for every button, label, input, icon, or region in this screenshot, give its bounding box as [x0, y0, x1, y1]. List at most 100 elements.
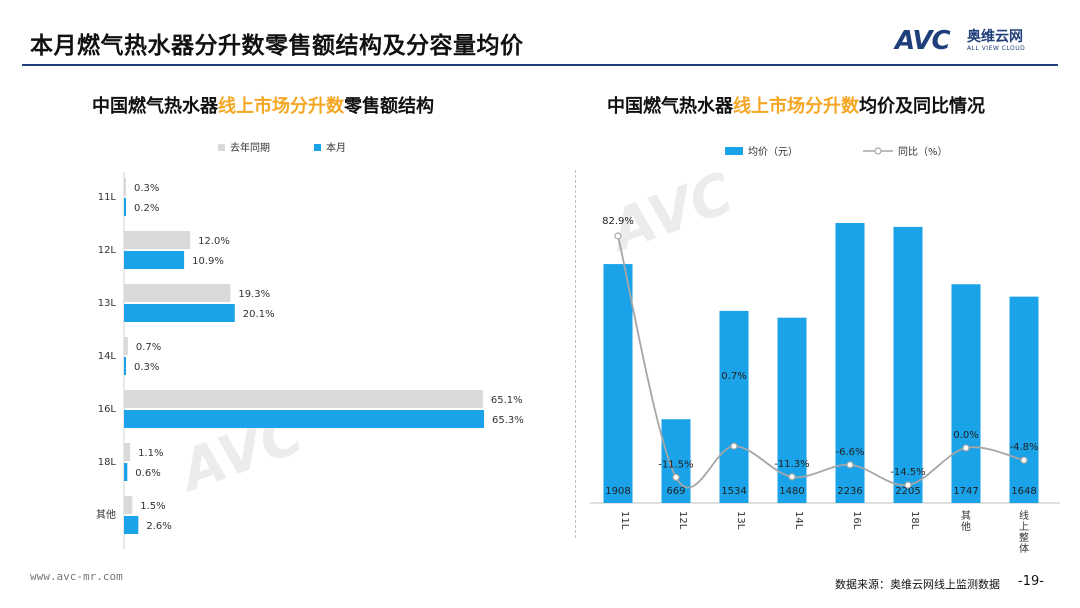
- yoy-value-label: 0.0%: [953, 430, 978, 441]
- yoy-value-label: -14.5%: [890, 467, 925, 478]
- page-title: 本月燃气热水器分升数零售额结构及分容量均价: [30, 33, 524, 59]
- data-label: 0.7%: [136, 342, 161, 353]
- right-title-pre: 中国燃气热水器: [607, 96, 733, 117]
- x-tick-label: 线上整体: [1019, 509, 1029, 555]
- yoy-value-label: 0.7%: [721, 371, 746, 382]
- yoy-marker: [730, 442, 738, 450]
- footer-source: 数据来源：奥维云网线上监测数据: [835, 578, 1000, 591]
- legend-label-last-year: 去年同期: [230, 141, 270, 154]
- bar-value-label: 1747: [953, 486, 978, 497]
- data-label: 1.1%: [138, 448, 163, 459]
- bar-last-year: [124, 178, 126, 196]
- data-label: 1.5%: [140, 501, 165, 512]
- y-tick-label: 13L: [98, 298, 117, 309]
- yoy-marker: [904, 481, 912, 489]
- y-tick-label: 16L: [98, 404, 117, 415]
- x-tick-label: 18L: [909, 511, 920, 530]
- bar-current: [124, 198, 126, 216]
- bar-value-label: 2236: [837, 486, 862, 497]
- bar-price: [835, 223, 865, 503]
- yoy-value-label: -11.3%: [774, 459, 809, 470]
- x-tick-label: 14L: [793, 511, 804, 530]
- yoy-marker: [614, 232, 622, 240]
- bar-value-label: 669: [666, 486, 685, 497]
- bar-price: [603, 264, 633, 503]
- chart-divider: [575, 170, 576, 538]
- bar-current: [124, 463, 128, 481]
- bar-current: [124, 304, 235, 322]
- y-tick-label: 18L: [98, 457, 117, 468]
- bar-last-year: [124, 337, 128, 355]
- bar-current: [124, 357, 126, 375]
- y-tick-label: 其他: [96, 508, 116, 521]
- bar-value-label: 1648: [1011, 486, 1036, 497]
- left-title-highlight: 线上市场分升数: [218, 96, 344, 117]
- yoy-value-label: -6.6%: [835, 447, 864, 458]
- legend-label-price: 均价（元）: [748, 146, 798, 158]
- left-title-post: 零售额结构: [344, 96, 434, 117]
- legend-swatch-price: [725, 147, 743, 155]
- left-chart-title: 中国燃气热水器线上市场分升数零售额结构: [92, 92, 434, 118]
- bar-last-year: [124, 390, 483, 408]
- x-tick-label: 12L: [677, 511, 688, 530]
- bar-current: [124, 251, 185, 269]
- right-chart-title: 中国燃气热水器线上市场分升数均价及同比情况: [607, 92, 985, 118]
- brand-logo: AVC 奥维云网 ALL VIEW CLOUD: [895, 26, 1055, 56]
- bar-price: [951, 284, 981, 503]
- left-bar-chart: 去年同期 本月 11L 0.3% 0.2% 12L 12.0% 10.9% 13L 19.3% 20…: [96, 141, 524, 549]
- bar-price: [893, 226, 923, 503]
- data-label: 0.6%: [135, 468, 160, 479]
- legend-swatch-current: [314, 144, 321, 151]
- right-combo-chart: 均价（元） 同比（%） 1908 11L 669 12L 1534 13L 1480 14L 223…: [590, 146, 1060, 555]
- bar-value-label: 2205: [895, 486, 920, 497]
- data-label: 10.9%: [192, 256, 224, 267]
- x-tick-label: 其他: [961, 510, 971, 533]
- data-label: 2.6%: [146, 521, 171, 532]
- data-label: 19.3%: [238, 289, 270, 300]
- x-tick-label: 13L: [735, 511, 746, 530]
- legend-swatch-last-year: [218, 144, 225, 151]
- data-label: 0.3%: [134, 183, 159, 194]
- bar-last-year: [124, 231, 191, 249]
- data-label: 12.0%: [198, 236, 230, 247]
- legend-label-yoy: 同比（%）: [898, 146, 948, 158]
- yoy-value-label: 82.9%: [602, 216, 634, 227]
- legend-marker-yoy: [874, 147, 882, 155]
- logo-chinese: 奥维云网: [967, 29, 1023, 45]
- bar-price: [661, 419, 691, 503]
- bar-current: [124, 516, 139, 534]
- bar-value-label: 1480: [779, 486, 804, 497]
- yoy-marker: [672, 473, 680, 481]
- data-label: 65.3%: [492, 415, 524, 426]
- bar-last-year: [124, 443, 131, 461]
- x-tick-label: 11L: [619, 511, 630, 530]
- x-tick-label: 16L: [851, 511, 862, 530]
- bar-last-year: [124, 496, 133, 514]
- data-label: 20.1%: [243, 309, 275, 320]
- footer-url: www.avc-mr.com: [30, 570, 123, 583]
- yoy-marker: [1020, 456, 1028, 464]
- bar-current: [124, 410, 484, 428]
- yoy-marker: [846, 461, 854, 469]
- legend-label-current: 本月: [326, 141, 346, 154]
- right-title-post: 均价及同比情况: [859, 96, 985, 117]
- bar-value-label: 1908: [605, 486, 630, 497]
- yoy-marker: [962, 444, 970, 452]
- data-label: 0.2%: [134, 203, 159, 214]
- header: 本月燃气热水器分升数零售额结构及分容量均价 AVC 奥维云网 ALL VIEW …: [0, 0, 1080, 68]
- yoy-value-label: -4.8%: [1009, 442, 1038, 453]
- bar-price: [719, 310, 749, 503]
- right-title-highlight: 线上市场分升数: [733, 96, 859, 117]
- bar-value-label: 1534: [721, 486, 746, 497]
- y-tick-label: 14L: [98, 351, 117, 362]
- bar-price: [777, 317, 807, 503]
- y-tick-label: 11L: [98, 192, 117, 203]
- yoy-value-label: -11.5%: [658, 459, 693, 470]
- data-label: 0.3%: [134, 362, 159, 373]
- bar-price: [1009, 296, 1039, 503]
- page-number: -19-: [1018, 574, 1044, 589]
- logo-english: ALL VIEW CLOUD: [967, 45, 1026, 52]
- bar-last-year: [124, 284, 231, 302]
- y-tick-label: 12L: [98, 245, 117, 256]
- data-label: 65.1%: [491, 395, 523, 406]
